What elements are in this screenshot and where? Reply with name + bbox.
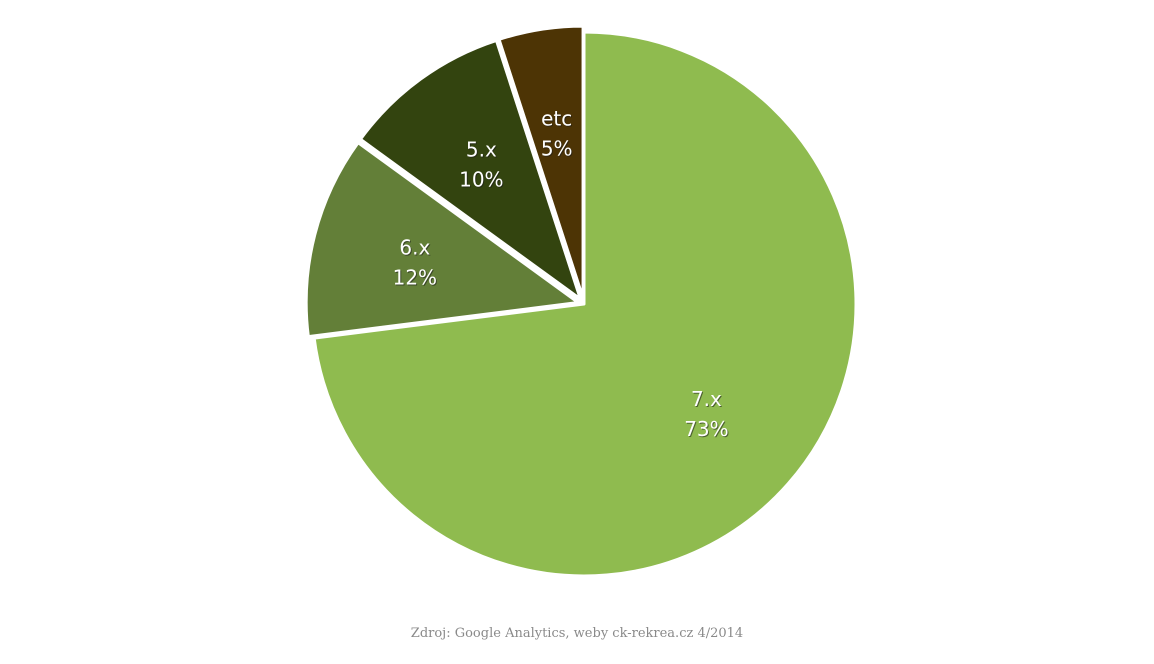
pie-label-shadow: 73% [685, 418, 729, 442]
pie-label-name: etc [541, 107, 572, 131]
pie-label-value: 5% [541, 137, 573, 161]
pie-label-value: 10% [459, 168, 503, 192]
pie-label-shadow: 5% [542, 138, 574, 162]
pie-label-value: 73% [684, 417, 728, 441]
pie-slice-7-x [312, 30, 858, 578]
pie-label-name: 7.x [691, 387, 722, 411]
pie-label-value: 12% [393, 266, 437, 290]
pie-label-name: 5.x [466, 138, 497, 162]
pie-slice-etc [497, 24, 585, 300]
pie-label-shadow: 10% [460, 169, 504, 193]
pie-slices [304, 24, 858, 578]
pie-label-shadow: 12% [394, 267, 438, 291]
pie-label-name: 6.x [399, 236, 430, 260]
pie-label-shadow: 7.x [692, 388, 723, 412]
pie-label-shadow: 6.x [400, 237, 431, 261]
pie-slice-6-x [304, 141, 580, 339]
pie-label-shadow: etc [542, 108, 573, 132]
pie-chart: 7.x7.x73%73%6.x6.x12%12%5.x5.x10%10%etce… [304, 24, 858, 578]
pie-labels: 7.x7.x73%73%6.x6.x12%12%5.x5.x10%10%etce… [393, 107, 730, 442]
source-caption: Zdroj: Google Analytics, weby ck-rekrea.… [410, 626, 744, 641]
pie-label-shadow: 5.x [467, 139, 498, 163]
pie-slice-5-x [358, 38, 582, 301]
